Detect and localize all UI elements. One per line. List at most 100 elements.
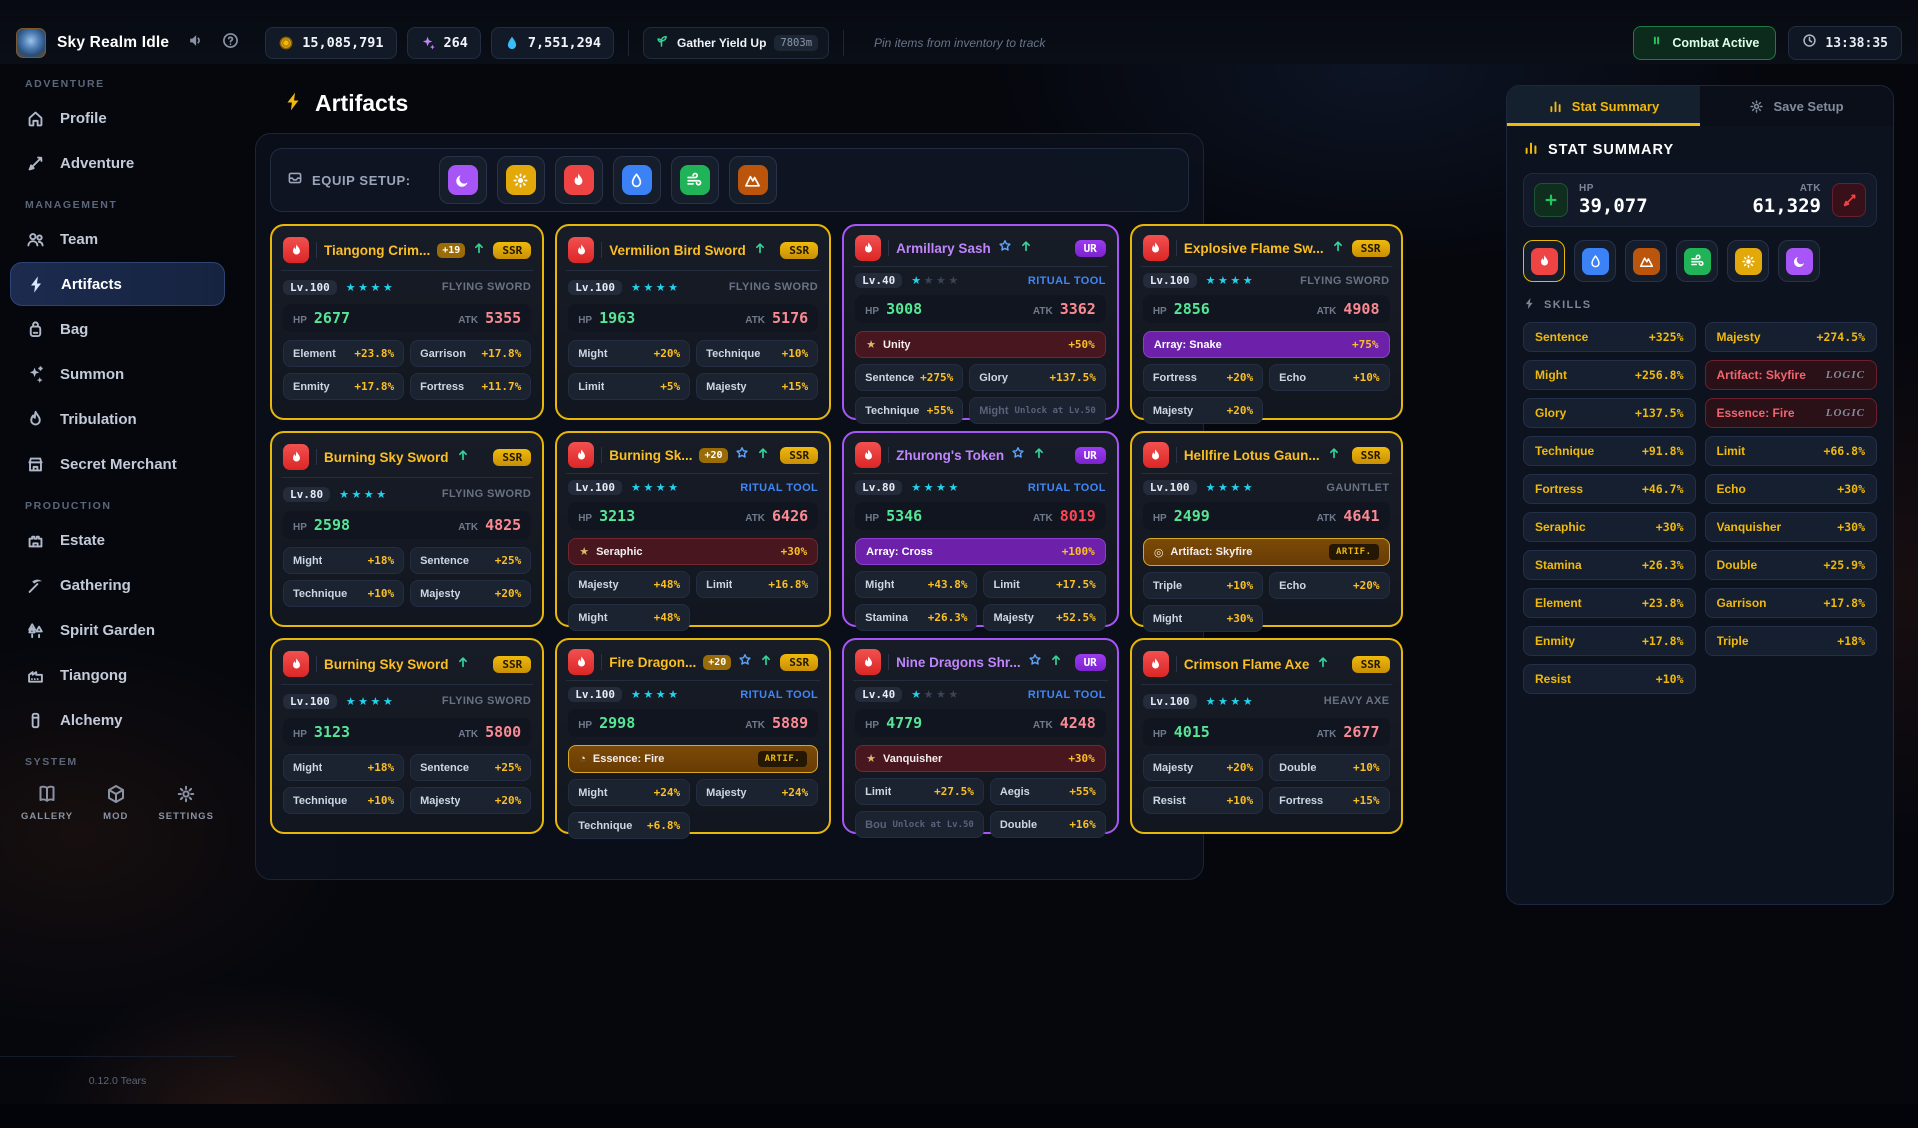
artifact-card[interactable]: Fire Dragon... +20 SSR Lv.100 ★★★★ RITUA…: [555, 638, 832, 839]
equip-slot-moon[interactable]: [438, 156, 487, 204]
atk-label: ATK: [1032, 720, 1053, 731]
filter-element-earth[interactable]: [1625, 240, 1667, 282]
equip-slot-sun[interactable]: [496, 156, 545, 204]
sidebar-item-label: Secret Merchant: [60, 455, 177, 473]
clock-chip: 13:38:35: [1788, 26, 1902, 60]
stat-name: Resist: [1152, 794, 1186, 807]
hp-atk-row: HP 2598 ATK 4825: [283, 511, 532, 539]
help-icon[interactable]: [222, 32, 239, 54]
stat-value: +275%: [920, 371, 954, 384]
gather-yield-badge: 7803m: [774, 35, 819, 51]
artifact-card[interactable]: Zhurong's Token UR Lv.80 ★★★★ RITUAL TOO…: [842, 431, 1119, 631]
sidebar-item-adventure[interactable]: Adventure: [10, 141, 225, 185]
sidebar-item-spirit-garden[interactable]: Spirit Garden: [10, 608, 225, 652]
divider: [601, 242, 603, 258]
artifact-card[interactable]: Crimson Flame Axe SSR Lv.100 ★★★★ HEAVY …: [1129, 638, 1403, 834]
artifact-card[interactable]: Hellfire Lotus Gaun... SSR Lv.100 ★★★★ G…: [1129, 431, 1403, 632]
special-stat-row: ★ Seraphic +30%: [568, 538, 819, 565]
artifact-card[interactable]: Explosive Flame Sw... SSR Lv.100 ★★★★ FL…: [1129, 224, 1403, 424]
equip-slot-earth[interactable]: [728, 156, 777, 204]
sidebar-item-profile[interactable]: Profile: [10, 96, 225, 140]
star-icon: [998, 239, 1012, 253]
skill-value: +17.8%: [1823, 596, 1865, 610]
flame-icon: [861, 448, 876, 463]
sidebar-item-secret-merchant[interactable]: Secret Merchant: [10, 442, 225, 486]
sidebar-item-estate[interactable]: Estate: [10, 518, 225, 562]
pause-icon: [1650, 34, 1663, 52]
hp-label: HP: [1152, 306, 1167, 317]
zap-icon: [1523, 297, 1536, 313]
gather-yield-pill[interactable]: Gather Yield Up 7803m: [643, 27, 830, 59]
artifact-card[interactable]: Nine Dragons Shr... UR Lv.40 ★★★★ RITUAL…: [842, 638, 1119, 838]
artifact-card[interactable]: Armillary Sash UR Lv.40 ★★★★ RITUAL TOOL…: [842, 224, 1119, 424]
flame-icon: [574, 243, 589, 258]
sidebar-item-tribulation[interactable]: Tribulation: [10, 397, 225, 441]
stat-value: +16.8%: [768, 578, 809, 591]
stat-value: +24%: [653, 786, 681, 799]
sidebar-item-alchemy[interactable]: Alchemy: [10, 698, 225, 742]
filter-element-moon[interactable]: [1778, 240, 1820, 282]
fire-element-icon: [283, 444, 309, 470]
gear-icon: [1749, 99, 1764, 114]
favorite-star-icon[interactable]: [1011, 446, 1025, 465]
equip-slot-water[interactable]: [612, 156, 661, 204]
star-rating: ★★★★: [345, 281, 396, 294]
chart-icon: [1523, 140, 1539, 160]
sidebar-item-summon[interactable]: Summon: [10, 352, 225, 396]
combat-active-button[interactable]: Combat Active: [1633, 26, 1777, 60]
favorite-star-icon[interactable]: [738, 653, 752, 672]
sidebar-item-team[interactable]: Team: [10, 217, 225, 261]
skill-chip: Echo +30%: [1704, 474, 1877, 504]
skill-value: +10%: [1655, 672, 1684, 686]
stat-chip: Majesty +48%: [568, 571, 691, 598]
filter-element-wind[interactable]: [1676, 240, 1718, 282]
sidebar-item-bag[interactable]: Bag: [10, 307, 225, 351]
stat-value: +17.8%: [354, 380, 395, 393]
stat-chip: Majesty +20%: [410, 787, 532, 814]
stat-chip: Element +23.8%: [283, 340, 405, 367]
artifact-card[interactable]: Burning Sky Sword SSR Lv.100 ★★★★ FLYING…: [270, 638, 545, 834]
artifact-card[interactable]: Burning Sky Sword SSR Lv.80 ★★★★ FLYING …: [270, 431, 545, 627]
artifact-card[interactable]: Vermilion Bird Sword SSR Lv.100 ★★★★ FLY…: [555, 224, 832, 420]
equip-slot-wind[interactable]: [670, 156, 719, 204]
sidebar-item-tiangong[interactable]: Tiangong: [10, 653, 225, 697]
artifact-card[interactable]: Tiangong Crim... +19 SSR Lv.100 ★★★★ FLY…: [270, 224, 545, 420]
sidebar-item-label: Bag: [60, 320, 89, 338]
atk-value: 61,329: [1752, 195, 1821, 217]
sound-icon[interactable]: [187, 32, 204, 54]
system-item-settings[interactable]: SETTINGS: [158, 784, 214, 822]
upgrade-arrow-icon: [753, 241, 767, 260]
filter-element-sun[interactable]: [1727, 240, 1769, 282]
stat-value: Unlock at Lv.50: [1014, 405, 1096, 416]
filter-element-water[interactable]: [1574, 240, 1616, 282]
system-item-label: SETTINGS: [158, 811, 214, 822]
favorite-star-icon[interactable]: [735, 446, 749, 465]
rarity-badge: UR: [1074, 446, 1106, 464]
box-icon: [106, 784, 126, 804]
stat-panel: Stat Summary Save Setup STAT SUMMARY HP …: [1506, 85, 1894, 905]
tab-stat-summary[interactable]: Stat Summary: [1507, 86, 1700, 126]
artifacts-board: EQUIP SETUP: Tiangong Crim... +19 SSR Lv…: [255, 133, 1403, 880]
stat-name: Majesty: [420, 794, 461, 807]
up-icon: [759, 653, 773, 667]
system-item-gallery[interactable]: GALLERY: [21, 784, 73, 822]
stat-chip: Technique +10%: [283, 580, 405, 607]
favorite-star-icon[interactable]: [1028, 653, 1042, 672]
sidebar-item-artifacts[interactable]: Artifacts: [10, 262, 225, 306]
stat-name: Majesty: [1152, 404, 1194, 417]
upgrade-arrow-icon: [756, 446, 770, 465]
system-item-mod[interactable]: MOD: [103, 784, 128, 822]
atk-label: ATK: [745, 720, 766, 731]
filter-element-fire[interactable]: [1523, 240, 1565, 282]
equip-slot-fire[interactable]: [554, 156, 603, 204]
stat-chip: Resist +10%: [1142, 787, 1264, 814]
star-icon: ★: [579, 546, 590, 558]
tab-save-setup[interactable]: Save Setup: [1700, 86, 1893, 126]
artifact-card[interactable]: Burning Sk... +20 SSR Lv.100 ★★★★ RITUAL…: [555, 431, 832, 631]
flask-icon: [26, 711, 45, 730]
skill-name: Artifact: Skyfire: [1716, 368, 1806, 382]
stat-value: +26.3%: [927, 611, 968, 624]
favorite-star-icon[interactable]: [998, 239, 1012, 258]
sidebar-item-gathering[interactable]: Gathering: [10, 563, 225, 607]
stat-name: Majesty: [578, 578, 619, 591]
